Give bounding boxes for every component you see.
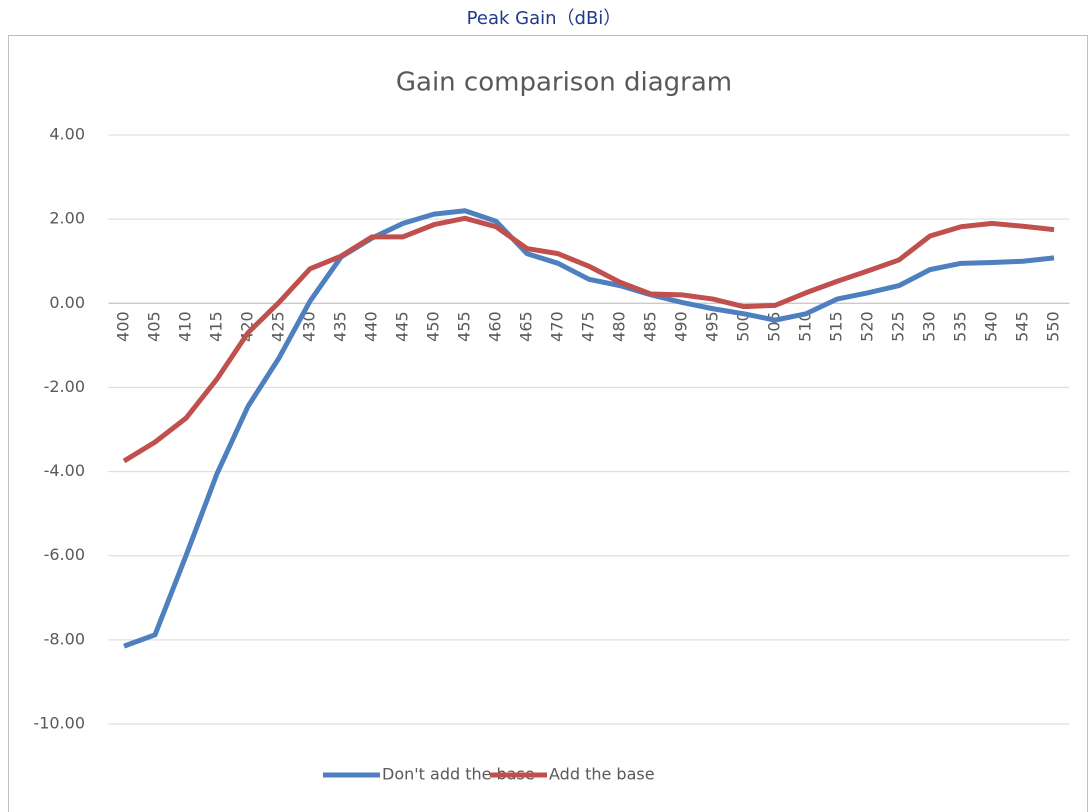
- x-tick-label: 510: [796, 311, 815, 342]
- x-tick-label: 405: [145, 311, 164, 342]
- x-tick-label: 415: [207, 311, 226, 342]
- x-tick-label: 450: [424, 311, 443, 342]
- x-tick-label: 480: [610, 311, 629, 342]
- x-tick-label: 535: [951, 311, 970, 342]
- x-tick-label: 495: [703, 311, 722, 342]
- y-tick-label: -4.00: [44, 461, 85, 480]
- header: Peak Gain（dBi）: [467, 8, 622, 29]
- x-tick-label: 435: [331, 311, 350, 342]
- x-tick-label: 420: [238, 311, 257, 342]
- y-tick-label: -10.00: [33, 714, 85, 733]
- y-tick-label: 2.00: [49, 209, 85, 228]
- y-tick-label: 4.00: [49, 125, 85, 144]
- x-tick-label: 545: [1013, 311, 1032, 342]
- x-tick-label: 485: [641, 311, 660, 342]
- series-line: [123, 208, 1055, 649]
- x-tick-label: 400: [114, 311, 133, 342]
- x-tick-label: 470: [548, 311, 567, 342]
- x-tick-label: 425: [269, 311, 288, 342]
- x-tick-label: 460: [486, 311, 505, 342]
- x-tick-label: 475: [579, 311, 598, 342]
- x-tick-label: 505: [765, 311, 784, 342]
- legend-label: Add the base: [549, 765, 655, 784]
- y-tick-label: -8.00: [44, 629, 85, 648]
- y-tick-label: 0.00: [49, 293, 85, 312]
- legend-label: Don't add the base: [382, 765, 535, 784]
- x-tick-label: 550: [1044, 311, 1063, 342]
- x-tick-label: 410: [176, 311, 195, 342]
- x-tick-label: 465: [517, 311, 536, 342]
- x-tick-label: 490: [672, 311, 691, 342]
- y-tick-label: -2.00: [44, 377, 85, 396]
- x-tick-label: 515: [827, 311, 846, 342]
- x-tick-label: 445: [393, 311, 412, 342]
- x-tick-label: 430: [300, 311, 319, 342]
- x-tick-label: 455: [455, 311, 474, 342]
- y-tick-label: -6.00: [44, 545, 85, 564]
- x-tick-label: 500: [734, 311, 753, 342]
- chart-title: Gain comparison diagram: [396, 68, 732, 98]
- x-tick-label: 530: [920, 311, 939, 342]
- x-tick-label: 540: [982, 311, 1001, 342]
- series-line: [122, 215, 1055, 464]
- x-tick-label: 440: [362, 311, 381, 342]
- chart-border: [8, 35, 1088, 812]
- x-tick-label: 520: [858, 311, 877, 342]
- x-tick-label: 525: [889, 311, 908, 342]
